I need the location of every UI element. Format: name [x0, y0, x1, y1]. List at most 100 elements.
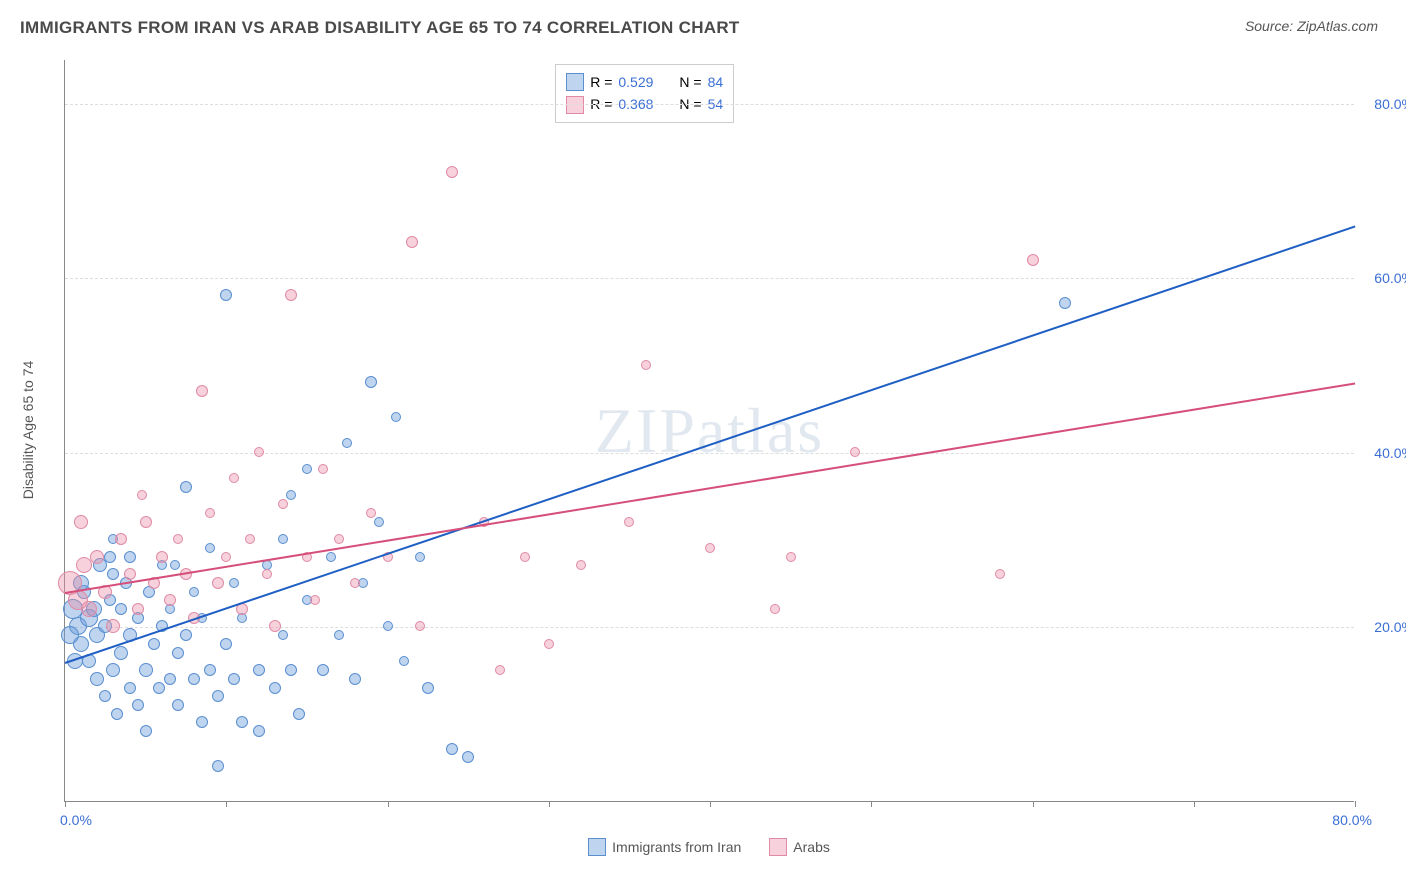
- iran-marker: [139, 663, 153, 677]
- arab-marker: [285, 289, 297, 301]
- y-tick-label: 80.0%: [1359, 96, 1406, 112]
- iran-marker: [212, 760, 224, 772]
- iran-marker: [180, 481, 192, 493]
- iran-marker: [342, 438, 352, 448]
- x-max-label: 80.0%: [1332, 812, 1372, 828]
- arab-regression-line: [65, 383, 1355, 594]
- iran-marker: [326, 552, 336, 562]
- iran-marker: [212, 690, 224, 702]
- arab-marker: [196, 385, 208, 397]
- arab-marker: [76, 557, 92, 573]
- x-tick: [1194, 801, 1195, 807]
- arab-marker: [786, 552, 796, 562]
- iran-marker: [220, 289, 232, 301]
- y-tick-label: 60.0%: [1359, 270, 1406, 286]
- x-tick: [226, 801, 227, 807]
- arab-marker: [995, 569, 1005, 579]
- arab-marker: [770, 604, 780, 614]
- legend-r-value: 0.529: [618, 71, 653, 93]
- arab-marker: [156, 551, 168, 563]
- legend-series-label: Immigrants from Iran: [612, 839, 741, 855]
- y-tick-label: 20.0%: [1359, 619, 1406, 635]
- arab-marker: [1027, 254, 1039, 266]
- iran-marker: [317, 664, 329, 676]
- iran-marker: [61, 626, 79, 644]
- arab-marker: [544, 639, 554, 649]
- arab-marker: [350, 578, 360, 588]
- arab-marker: [212, 577, 224, 589]
- arab-marker: [406, 236, 418, 248]
- plot-area: ZIPatlas R = 0.529N = 84R = 0.368N = 54 …: [64, 60, 1354, 802]
- iran-regression-line: [65, 226, 1356, 664]
- arab-marker: [624, 517, 634, 527]
- iran-marker: [111, 708, 123, 720]
- arab-marker: [90, 550, 104, 564]
- arab-marker: [520, 552, 530, 562]
- iran-marker: [415, 552, 425, 562]
- iran-marker: [180, 629, 192, 641]
- iran-marker: [391, 412, 401, 422]
- iran-marker: [286, 490, 296, 500]
- iran-marker: [153, 682, 165, 694]
- x-min-label: 0.0%: [60, 812, 92, 828]
- iran-marker: [285, 664, 297, 676]
- iran-marker: [383, 621, 393, 631]
- iran-marker: [114, 646, 128, 660]
- iran-marker: [132, 699, 144, 711]
- iran-marker: [124, 682, 136, 694]
- arab-marker: [262, 569, 272, 579]
- arab-marker: [137, 490, 147, 500]
- arab-marker: [140, 516, 152, 528]
- stats-legend-box: R = 0.529N = 84R = 0.368N = 54: [555, 64, 734, 123]
- arab-marker: [245, 534, 255, 544]
- arab-marker: [106, 619, 120, 633]
- iran-marker: [220, 638, 232, 650]
- arab-marker: [221, 552, 231, 562]
- chart-container: Disability Age 65 to 74 ZIPatlas R = 0.5…: [20, 50, 1380, 880]
- legend-r-label: R =: [590, 71, 612, 93]
- iran-marker: [172, 699, 184, 711]
- iran-marker: [334, 630, 344, 640]
- iran-marker: [189, 587, 199, 597]
- arab-marker: [173, 534, 183, 544]
- iran-marker: [204, 664, 216, 676]
- legend-item: Immigrants from Iran: [588, 838, 741, 856]
- iran-marker: [90, 672, 104, 686]
- arab-marker: [334, 534, 344, 544]
- gridline: [65, 627, 1354, 628]
- iran-marker: [170, 560, 180, 570]
- y-tick-label: 40.0%: [1359, 445, 1406, 461]
- watermark: ZIPatlas: [595, 394, 824, 468]
- gridline: [65, 104, 1354, 105]
- iran-marker: [349, 673, 361, 685]
- arab-marker: [81, 601, 97, 617]
- x-tick: [549, 801, 550, 807]
- iran-marker: [1059, 297, 1071, 309]
- iran-marker: [399, 656, 409, 666]
- arab-marker: [415, 621, 425, 631]
- iran-marker: [229, 578, 239, 588]
- x-axis-labels: 0.0% 80.0%: [64, 812, 1354, 834]
- iran-marker: [115, 603, 127, 615]
- iran-marker: [253, 725, 265, 737]
- arab-marker: [132, 603, 144, 615]
- stats-legend-row: R = 0.529N = 84: [566, 71, 723, 93]
- iran-marker: [278, 534, 288, 544]
- x-tick: [388, 801, 389, 807]
- arab-marker: [705, 543, 715, 553]
- legend-series-label: Arabs: [793, 839, 830, 855]
- arab-marker: [124, 568, 136, 580]
- arab-marker: [366, 508, 376, 518]
- arab-marker: [576, 560, 586, 570]
- legend-swatch: [588, 838, 606, 856]
- iran-marker: [148, 638, 160, 650]
- iran-marker: [422, 682, 434, 694]
- arab-marker: [164, 594, 176, 606]
- legend-swatch: [566, 73, 584, 91]
- iran-marker: [205, 543, 215, 553]
- gridline: [65, 278, 1354, 279]
- iran-marker: [164, 673, 176, 685]
- x-tick: [1033, 801, 1034, 807]
- arab-marker: [254, 447, 264, 457]
- y-axis-title: Disability Age 65 to 74: [20, 361, 36, 500]
